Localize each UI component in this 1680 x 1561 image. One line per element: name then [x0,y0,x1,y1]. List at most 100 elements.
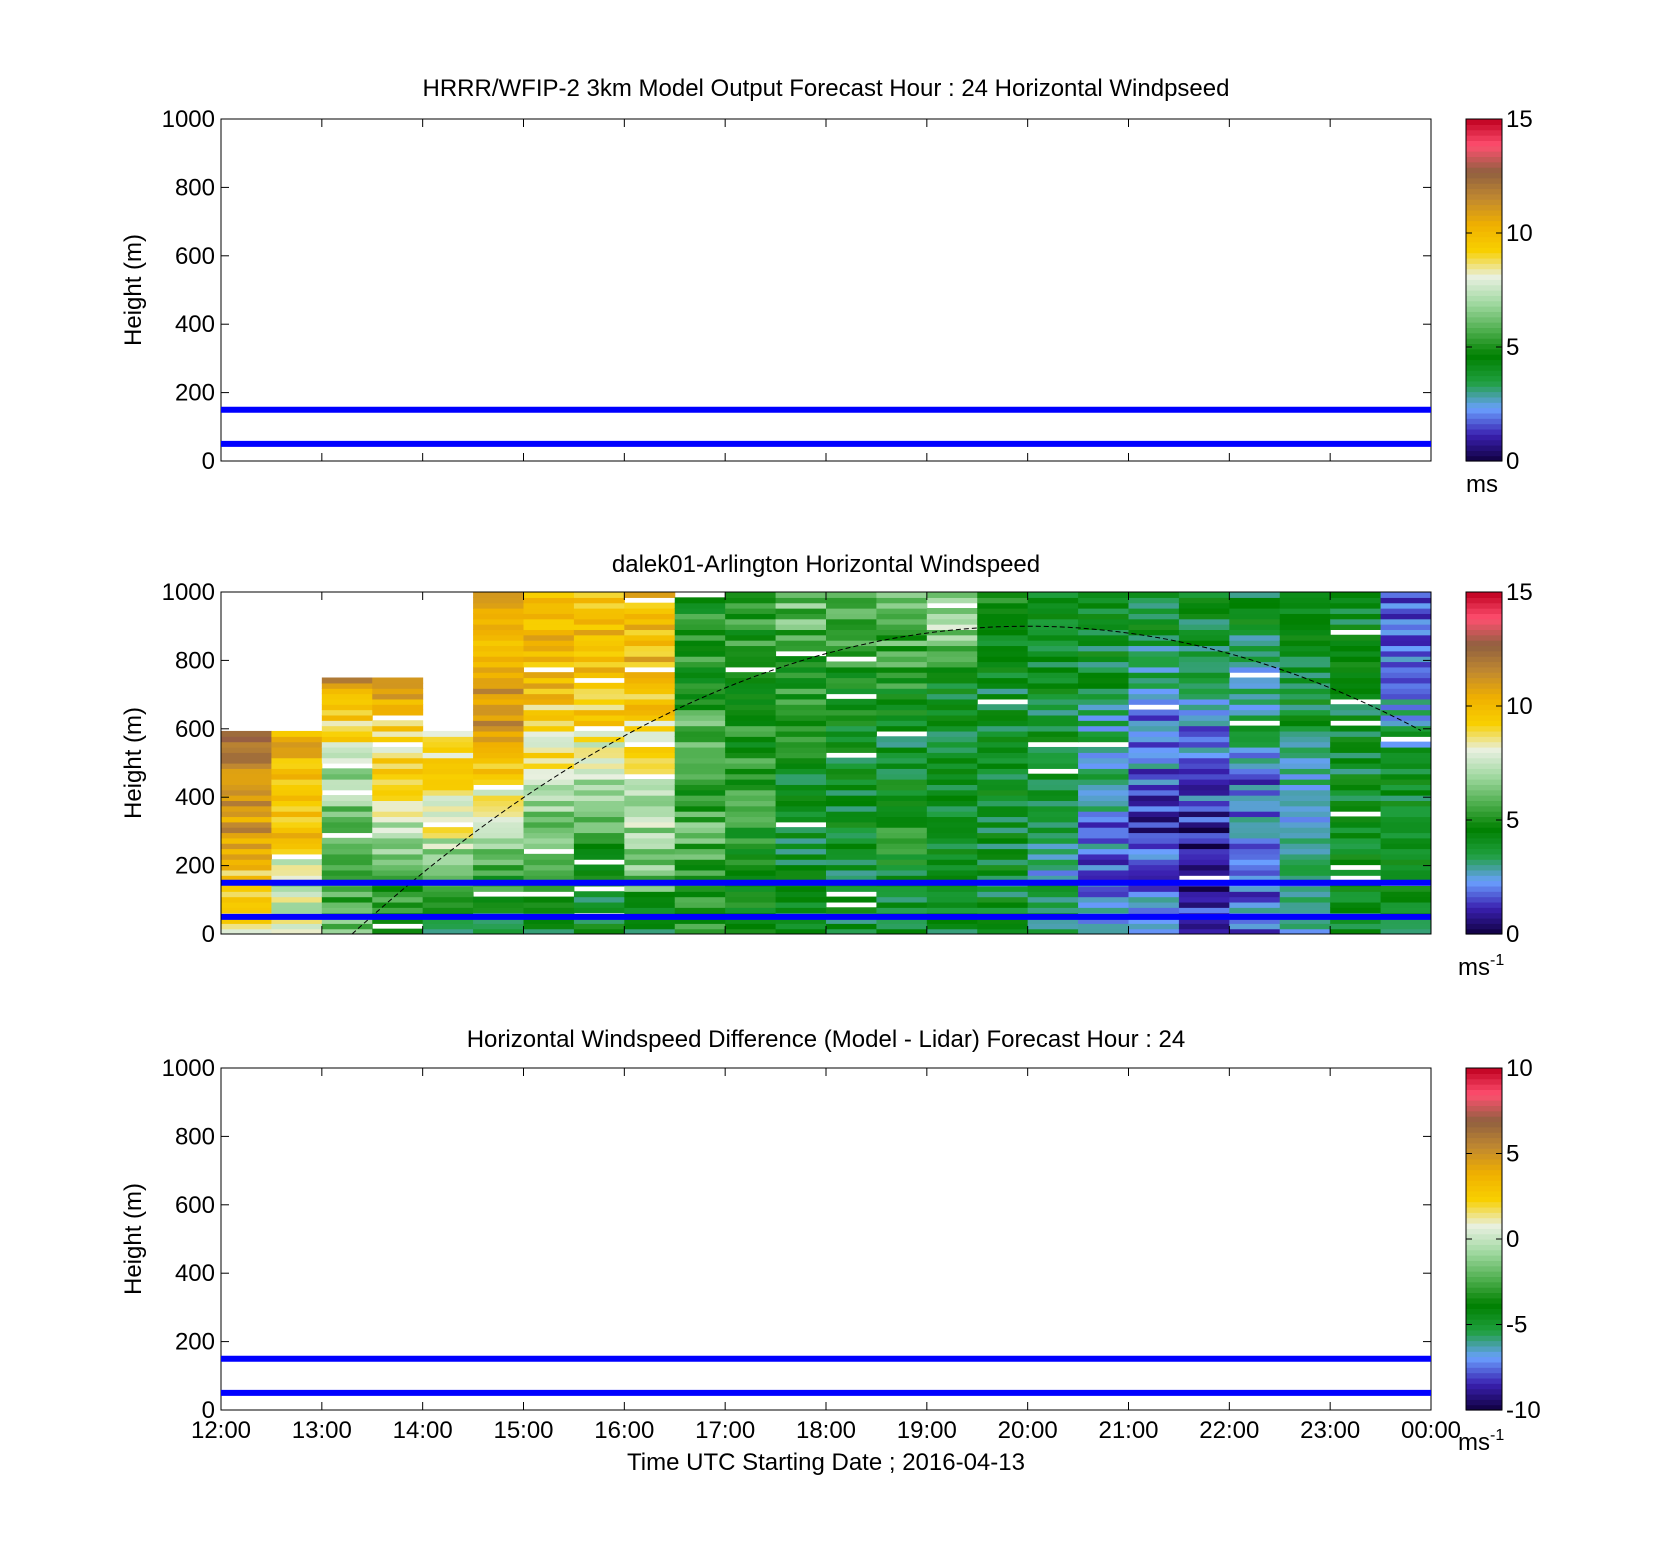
heatmap-cell [422,741,474,748]
colorbar-segment [1466,375,1502,382]
heatmap-cell [826,928,877,934]
heatmap-cell [473,789,524,796]
heatmap-cell [775,763,827,769]
colorbar-frame [1465,118,1503,462]
heatmap-cell [573,827,625,834]
heatmap-cell [221,795,272,802]
heatmap-cell [321,800,373,807]
x-tick-label: 23:00 [1300,1417,1360,1444]
heatmap-cell [1279,741,1331,748]
colorbar-segment [1466,1297,1502,1304]
heatmap-cell [1229,928,1281,934]
x-tick-label: 16:00 [594,1417,654,1444]
y-tick-label: 600 [175,716,215,743]
heatmap-cell [977,618,1029,625]
heatmap-cell [523,725,575,732]
heatmap-cell [1229,901,1281,908]
heatmap-cell [876,677,928,684]
heatmap-cell [573,928,625,934]
heatmap-cell [725,875,777,882]
heatmap-cell [624,768,676,775]
heatmap-cell [573,597,625,604]
heatmap-cell [1229,656,1281,663]
colorbar-segment [1466,592,1502,598]
heatmap-cell [926,832,978,839]
heatmap-cell [1078,907,1129,914]
heatmap-cell [1178,720,1230,727]
heatmap-cell [473,795,524,802]
heatmap-cell [624,608,676,614]
colorbar-segment [1466,1239,1502,1245]
heatmap-cell [1178,827,1230,834]
x-axis-label: Time UTC Starting Date ; 2016-04-13 [627,1449,1025,1476]
heatmap-cell [1380,661,1431,668]
heatmap-cell [523,917,575,924]
heatmap-cell [1027,650,1079,657]
heatmap-cell [372,746,424,753]
heatmap-cell [271,784,323,791]
heatmap-cell [674,795,726,802]
heatmap-cell [876,640,928,647]
heatmap-cell [372,907,424,914]
heatmap-cell [1178,688,1230,695]
heatmap-cell [473,752,524,759]
heatmap-cell [523,885,575,892]
heatmap-cell [624,752,676,759]
heatmap-cell [725,837,777,844]
heatmap-cell [271,795,323,802]
heatmap-cell [1380,730,1431,737]
heatmap-cell [473,827,524,834]
heatmap-cell [422,907,474,914]
heatmap-cell [1027,746,1079,753]
heatmap-cell [1178,763,1230,769]
colorbar-segment [1466,1110,1502,1117]
heatmap-cell [573,752,625,759]
heatmap-cell [876,672,928,679]
colorbar-segment [1466,327,1502,334]
heatmap-cell [1330,634,1382,641]
heatmap-cell [473,821,524,828]
heatmap-cell [624,613,676,620]
heatmap-cell [926,773,978,780]
heatmap-cell [624,634,676,641]
heatmap-cell [1279,768,1331,775]
heatmap-cell [926,608,978,614]
heatmap-cell [876,875,928,882]
heatmap-cell [1078,832,1129,839]
heatmap-cell [1178,923,1230,930]
heatmap-cell [977,688,1029,695]
heatmap-cell [876,725,928,732]
heatmap-cell [221,741,272,748]
heatmap-cell [826,800,877,807]
heatmap-cell [1027,618,1079,625]
heatmap-cell [876,693,928,700]
heatmap-cell [321,709,373,716]
heatmap-cell [775,730,827,737]
heatmap-cell [372,800,424,807]
heatmap-cell [674,725,726,732]
heatmap-cell [321,864,373,871]
y-tick-label: 1000 [162,579,215,606]
colorbar-segment [1466,880,1502,887]
colorbar-segment [1466,597,1502,604]
heatmap-cell [725,613,777,620]
colorbar-segment [1466,912,1502,919]
heatmap-cell [1330,752,1382,759]
heatmap-cell [1128,832,1180,839]
heatmap-cell [926,853,978,860]
heatmap-cell [1330,730,1382,737]
heatmap-cell [1128,661,1180,668]
heatmap-cell [1078,837,1129,844]
heatmap-cell [1178,645,1230,652]
colorbar-segment [1466,1100,1502,1107]
heatmap-cell [977,613,1029,620]
heatmap-cell [1078,592,1129,598]
colorbar-segment [1466,629,1502,636]
heatmap-cell [1380,843,1431,850]
heatmap-cell [725,602,777,609]
heatmap-cell [674,757,726,764]
heatmap-cell [1027,816,1079,823]
heatmap-cell [1380,805,1431,812]
heatmap-cell [775,843,827,850]
heatmap-cell [624,923,676,930]
